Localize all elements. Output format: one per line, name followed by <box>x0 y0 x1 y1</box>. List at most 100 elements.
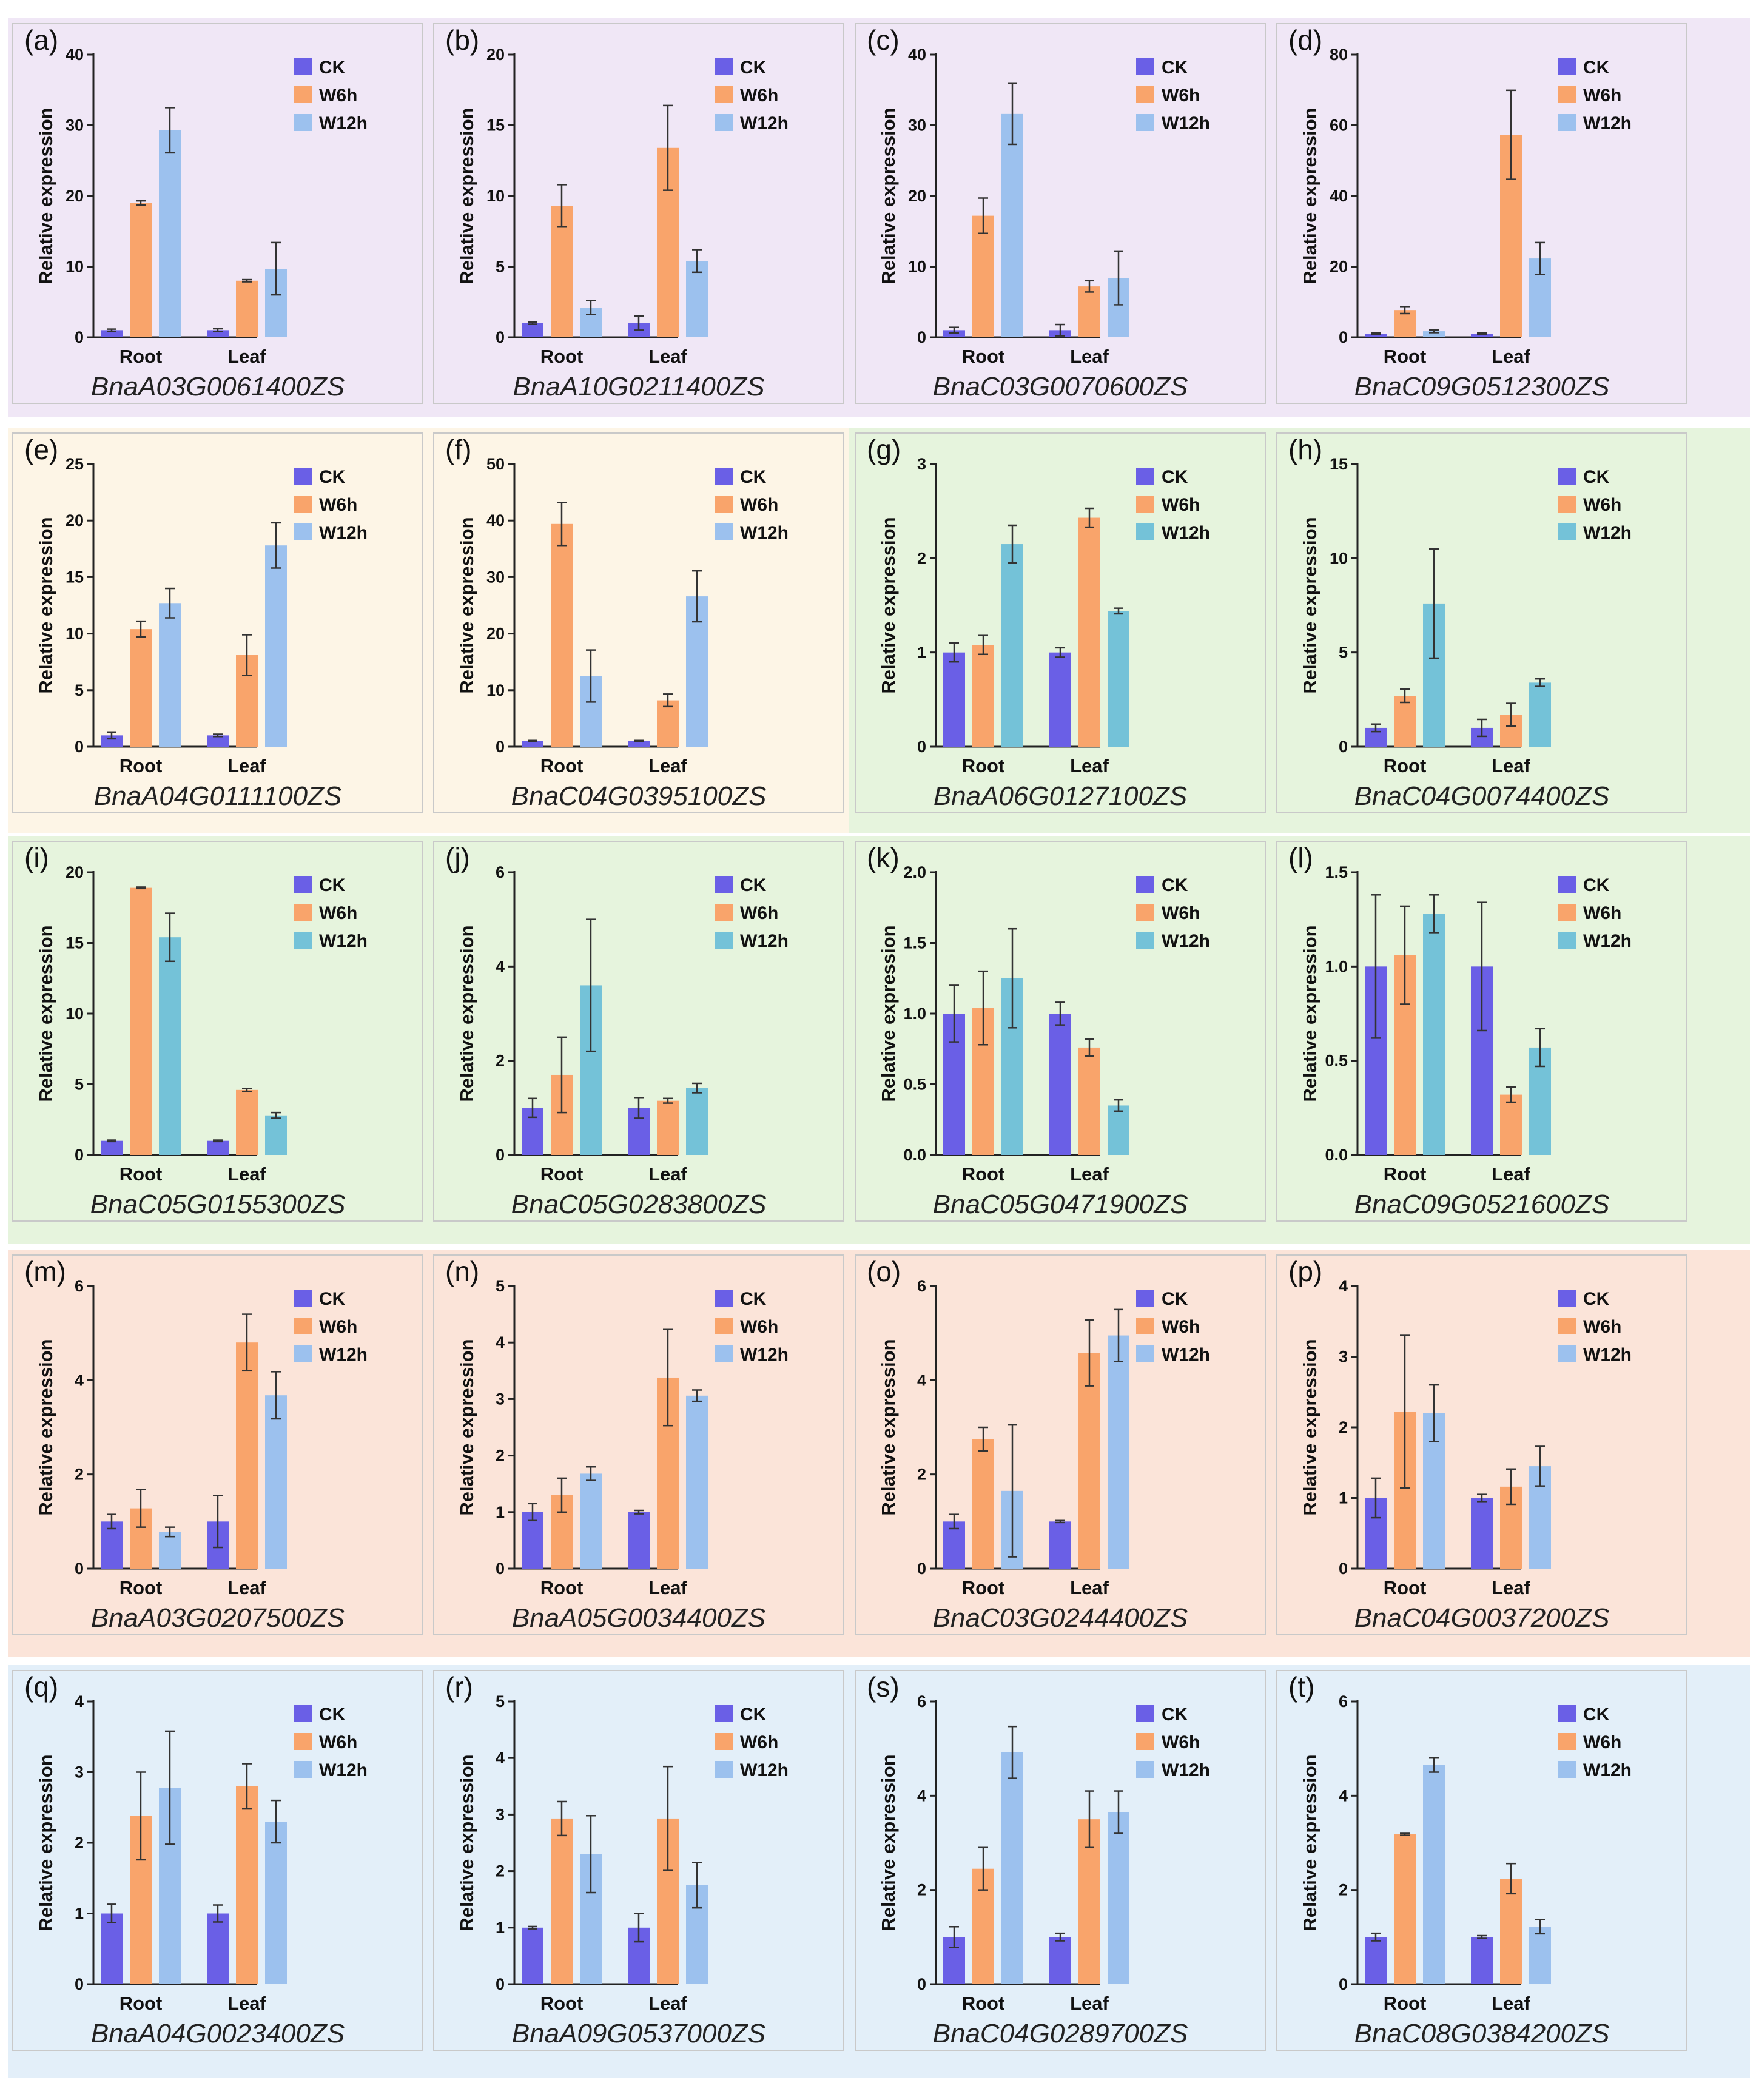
legend-label-w12h: W12h <box>740 931 789 951</box>
y-tick-label: 2 <box>75 1834 84 1852</box>
legend-swatch-w12h <box>1558 114 1576 131</box>
panel-frame <box>855 841 1266 1222</box>
gene-name: BnaC08G0384200ZS <box>1354 2019 1610 2048</box>
legend-swatch-w12h <box>1558 523 1576 540</box>
y-axis-label: Relative expression <box>456 1754 477 1931</box>
panel-letter: (f) <box>445 434 471 465</box>
y-tick-label: 4 <box>496 1749 505 1767</box>
x-category-label: Leaf <box>1070 1163 1109 1185</box>
y-tick-label: 30 <box>66 116 84 135</box>
bar-ck-root <box>943 1521 965 1569</box>
y-tick-label: 2 <box>1339 1881 1348 1899</box>
x-category-label: Leaf <box>1070 755 1109 776</box>
bar-w6h-leaf <box>1500 1879 1522 1984</box>
legend-label-ck: CK <box>1583 467 1610 487</box>
legend-label-ck: CK <box>740 875 767 895</box>
bar-w6h-root <box>130 887 152 1155</box>
legend-label-ck: CK <box>1583 875 1610 895</box>
legend-swatch-ck <box>1558 876 1576 893</box>
y-tick-label: 6 <box>1339 1692 1348 1711</box>
x-category-label: Leaf <box>227 1163 266 1185</box>
y-axis-label: Relative expression <box>35 107 56 284</box>
bar-chart-panel: (e) Relative expression 0 5 10 15 20 25 Root Leaf… <box>24 434 368 811</box>
panel-letter: (c) <box>867 24 900 56</box>
panel-frame <box>1276 841 1687 1222</box>
y-tick-label: 4 <box>1339 1277 1348 1295</box>
legend-swatch-w12h <box>294 932 312 949</box>
legend-label-w6h: W6h <box>1162 1732 1200 1752</box>
legend-swatch-ck <box>1136 876 1154 893</box>
panel-letter: (k) <box>867 842 900 873</box>
y-tick-label: 30 <box>908 116 926 135</box>
y-tick-label: 0 <box>1339 1560 1348 1578</box>
y-tick-label: 4 <box>496 957 505 975</box>
x-category-label: Leaf <box>1492 1993 1530 2014</box>
x-category-label: Leaf <box>648 1577 687 1598</box>
y-axis-label: Relative expression <box>35 1754 56 1931</box>
y-tick-label: 0 <box>75 1146 84 1164</box>
legend-swatch-ck <box>294 468 312 485</box>
bar-chart-panel: (k) Relative expression 0.0 0.5 1.0 1.5 2.0 Roo… <box>867 842 1210 1219</box>
bar-w12h-leaf <box>265 1115 287 1155</box>
gene-name: BnaA10G0211400ZS <box>513 372 764 402</box>
legend-swatch-w6h <box>1136 86 1154 103</box>
panel-frame <box>433 432 844 813</box>
legend-label-w6h: W6h <box>1583 1732 1621 1752</box>
y-tick-label: 10 <box>486 681 505 699</box>
legend-swatch-w6h <box>715 86 733 103</box>
gene-name: BnaC09G0512300ZS <box>1354 372 1610 402</box>
legend-label-w6h: W6h <box>1583 495 1621 515</box>
y-tick-label: 1 <box>1339 1489 1348 1507</box>
x-category-label: Root <box>962 1577 1005 1598</box>
gene-name: BnaC03G0070600ZS <box>933 372 1188 402</box>
y-tick-label: 10 <box>66 625 84 643</box>
bar-w6h-leaf <box>1078 1047 1100 1155</box>
legend-swatch-w12h <box>715 1345 733 1362</box>
y-tick-label: 4 <box>917 1371 926 1389</box>
bar-w12h-root <box>1001 544 1023 747</box>
y-tick-label: 3 <box>917 455 926 473</box>
bar-w6h-leaf <box>236 1342 258 1569</box>
bar-ck-root <box>101 1913 123 1984</box>
legend-swatch-w6h <box>1558 86 1576 103</box>
panel-letter: (d) <box>1288 24 1322 56</box>
bar-w12h-root <box>1423 331 1445 337</box>
legend-label-ck: CK <box>1583 1705 1610 1725</box>
bar-w12h-root <box>159 130 181 337</box>
gene-name: BnaA03G0207500ZS <box>91 1603 345 1633</box>
y-tick-label: 1 <box>496 1503 505 1521</box>
legend-label-w6h: W6h <box>319 903 357 923</box>
y-tick-label: 20 <box>486 45 505 64</box>
gene-name: BnaC03G0244400ZS <box>933 1603 1188 1633</box>
x-category-label: Leaf <box>1492 755 1530 776</box>
y-tick-label: 20 <box>486 625 505 643</box>
y-axis-label: Relative expression <box>878 517 899 693</box>
panel-frame <box>12 432 423 813</box>
legend-label-ck: CK <box>1162 875 1188 895</box>
legend-label-ck: CK <box>1162 58 1188 78</box>
legend-swatch-ck <box>1136 1705 1154 1722</box>
y-tick-label: 0 <box>917 1560 926 1578</box>
bar-ck-root <box>522 1927 543 1984</box>
y-tick-label: 5 <box>496 1277 505 1295</box>
y-tick-label: 10 <box>66 1005 84 1023</box>
bar-ck-leaf <box>1049 1521 1071 1569</box>
bar-chart-panel: (d) Relative expression 0 20 40 60 80 Root Leaf C… <box>1288 24 1632 402</box>
y-axis-label: Relative expression <box>456 517 477 693</box>
y-tick-label: 2 <box>75 1466 84 1484</box>
legend-label-w6h: W6h <box>1162 86 1200 106</box>
bar-w6h-leaf <box>236 280 258 337</box>
legend-label-w6h: W6h <box>1583 86 1621 106</box>
panel-letter: (a) <box>24 24 58 56</box>
bar-w6h-leaf <box>657 1100 679 1155</box>
bar-chart-panel: (b) Relative expression 0 5 10 15 20 Root Leaf CK… <box>445 24 789 402</box>
panel-frame <box>433 1670 844 2051</box>
bar-w12h-leaf <box>265 545 287 747</box>
y-tick-label: 3 <box>496 1390 505 1408</box>
y-tick-label: 1.5 <box>1325 863 1348 881</box>
y-tick-label: 1.5 <box>903 934 926 952</box>
panel-letter: (l) <box>1288 842 1313 873</box>
y-tick-label: 15 <box>1330 455 1348 473</box>
legend-swatch-w12h <box>294 114 312 131</box>
legend-swatch-w6h <box>1136 1318 1154 1334</box>
